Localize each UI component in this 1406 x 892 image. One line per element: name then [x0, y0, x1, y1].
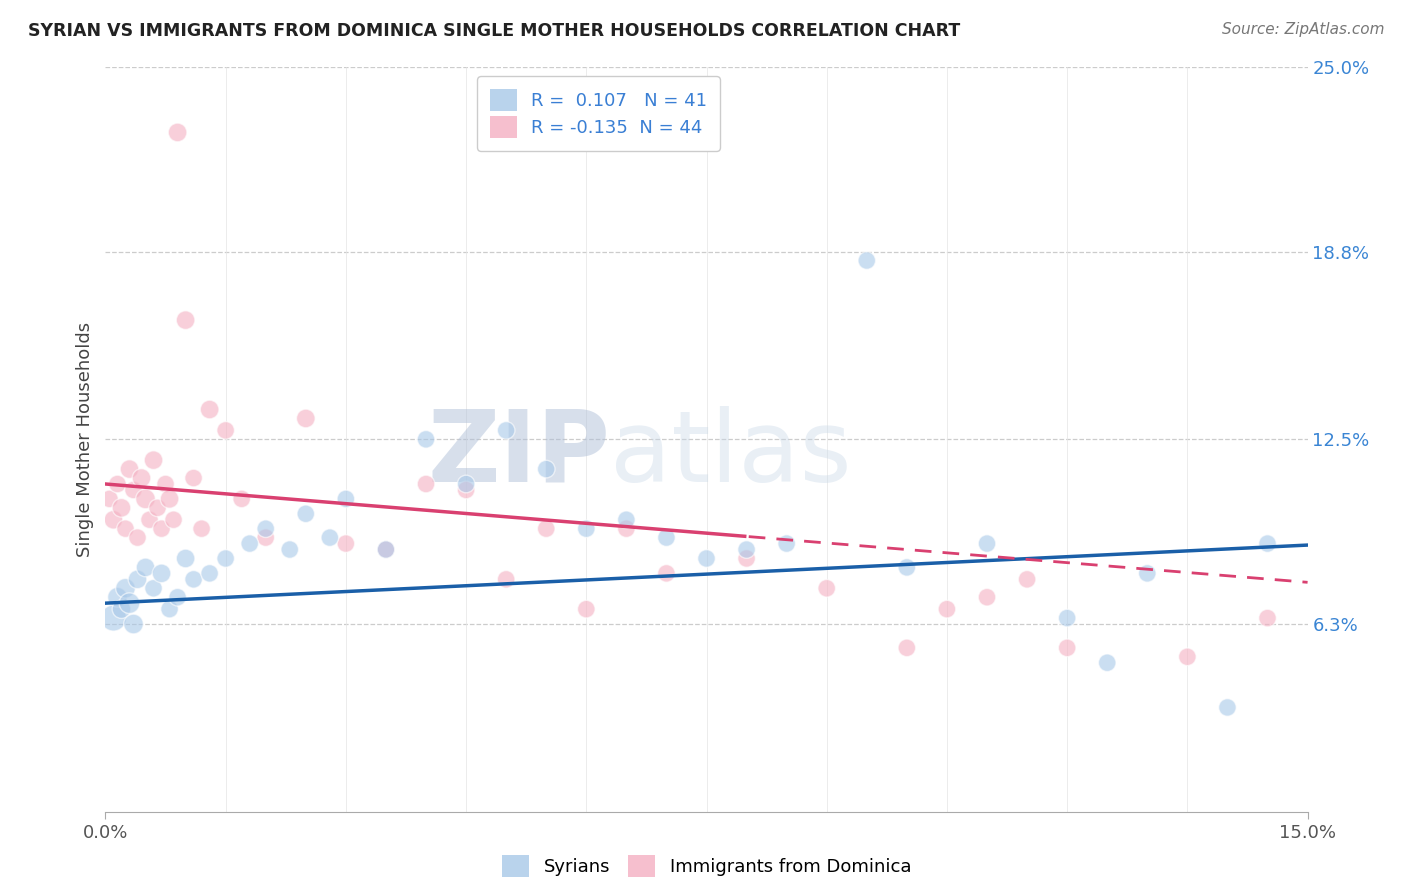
Point	[107, 477, 129, 491]
Text: SYRIAN VS IMMIGRANTS FROM DOMINICA SINGLE MOTHER HOUSEHOLDS CORRELATION CHART: SYRIAN VS IMMIGRANTS FROM DOMINICA SINGL…	[28, 22, 960, 40]
Point	[239, 536, 262, 550]
Point	[976, 536, 998, 550]
Point	[1015, 572, 1038, 586]
Point	[135, 491, 157, 506]
Point	[936, 602, 959, 616]
Point	[855, 253, 877, 268]
Point	[110, 500, 132, 515]
Point	[815, 582, 838, 596]
Point	[896, 640, 918, 655]
Point	[127, 572, 149, 586]
Point	[776, 536, 799, 550]
Point	[495, 572, 517, 586]
Point	[159, 491, 181, 506]
Point	[1056, 640, 1078, 655]
Text: ZIP: ZIP	[427, 406, 610, 503]
Point	[1175, 649, 1198, 664]
Y-axis label: Single Mother Households: Single Mother Households	[76, 322, 94, 557]
Point	[183, 471, 205, 485]
Point	[278, 542, 301, 557]
Point	[198, 566, 221, 581]
Point	[1216, 700, 1239, 714]
Text: atlas: atlas	[610, 406, 852, 503]
Point	[150, 522, 173, 536]
Point	[98, 491, 121, 506]
Point	[534, 462, 557, 476]
Point	[114, 522, 136, 536]
Point	[319, 531, 342, 545]
Point	[1257, 611, 1279, 625]
Point	[138, 513, 160, 527]
Point	[118, 596, 141, 610]
Point	[183, 572, 205, 586]
Text: Source: ZipAtlas.com: Source: ZipAtlas.com	[1222, 22, 1385, 37]
Point	[534, 522, 557, 536]
Point	[735, 542, 758, 557]
Point	[135, 560, 157, 574]
Point	[335, 491, 357, 506]
Point	[107, 591, 129, 605]
Point	[198, 402, 221, 417]
Point	[103, 611, 125, 625]
Point	[374, 542, 398, 557]
Point	[735, 551, 758, 566]
Point	[254, 522, 277, 536]
Point	[655, 531, 678, 545]
Point	[1097, 656, 1119, 670]
Point	[150, 566, 173, 581]
Point	[131, 471, 153, 485]
Point	[254, 531, 277, 545]
Point	[174, 551, 197, 566]
Point	[335, 536, 357, 550]
Point	[696, 551, 718, 566]
Point	[295, 507, 318, 521]
Point	[190, 522, 212, 536]
Point	[616, 522, 638, 536]
Point	[166, 125, 188, 139]
Point	[231, 491, 253, 506]
Point	[214, 423, 236, 437]
Point	[575, 522, 598, 536]
Point	[1257, 536, 1279, 550]
Point	[415, 433, 437, 447]
Point	[142, 453, 165, 467]
Point	[456, 483, 478, 497]
Point	[415, 477, 437, 491]
Point	[118, 462, 141, 476]
Point	[655, 566, 678, 581]
Point	[162, 513, 184, 527]
Point	[575, 602, 598, 616]
Point	[1136, 566, 1159, 581]
Point	[159, 602, 181, 616]
Point	[295, 411, 318, 425]
Point	[103, 513, 125, 527]
Point	[896, 560, 918, 574]
Point	[456, 477, 478, 491]
Point	[1056, 611, 1078, 625]
Point	[146, 500, 169, 515]
Legend: Syrians, Immigrants from Dominica: Syrians, Immigrants from Dominica	[495, 848, 918, 885]
Point	[122, 617, 145, 632]
Point	[214, 551, 236, 566]
Point	[155, 477, 177, 491]
Point	[110, 602, 132, 616]
Point	[976, 591, 998, 605]
Point	[174, 313, 197, 327]
Point	[114, 582, 136, 596]
Point	[374, 542, 398, 557]
Point	[166, 591, 188, 605]
Point	[127, 531, 149, 545]
Point	[616, 513, 638, 527]
Point	[122, 483, 145, 497]
Point	[495, 423, 517, 437]
Point	[142, 582, 165, 596]
